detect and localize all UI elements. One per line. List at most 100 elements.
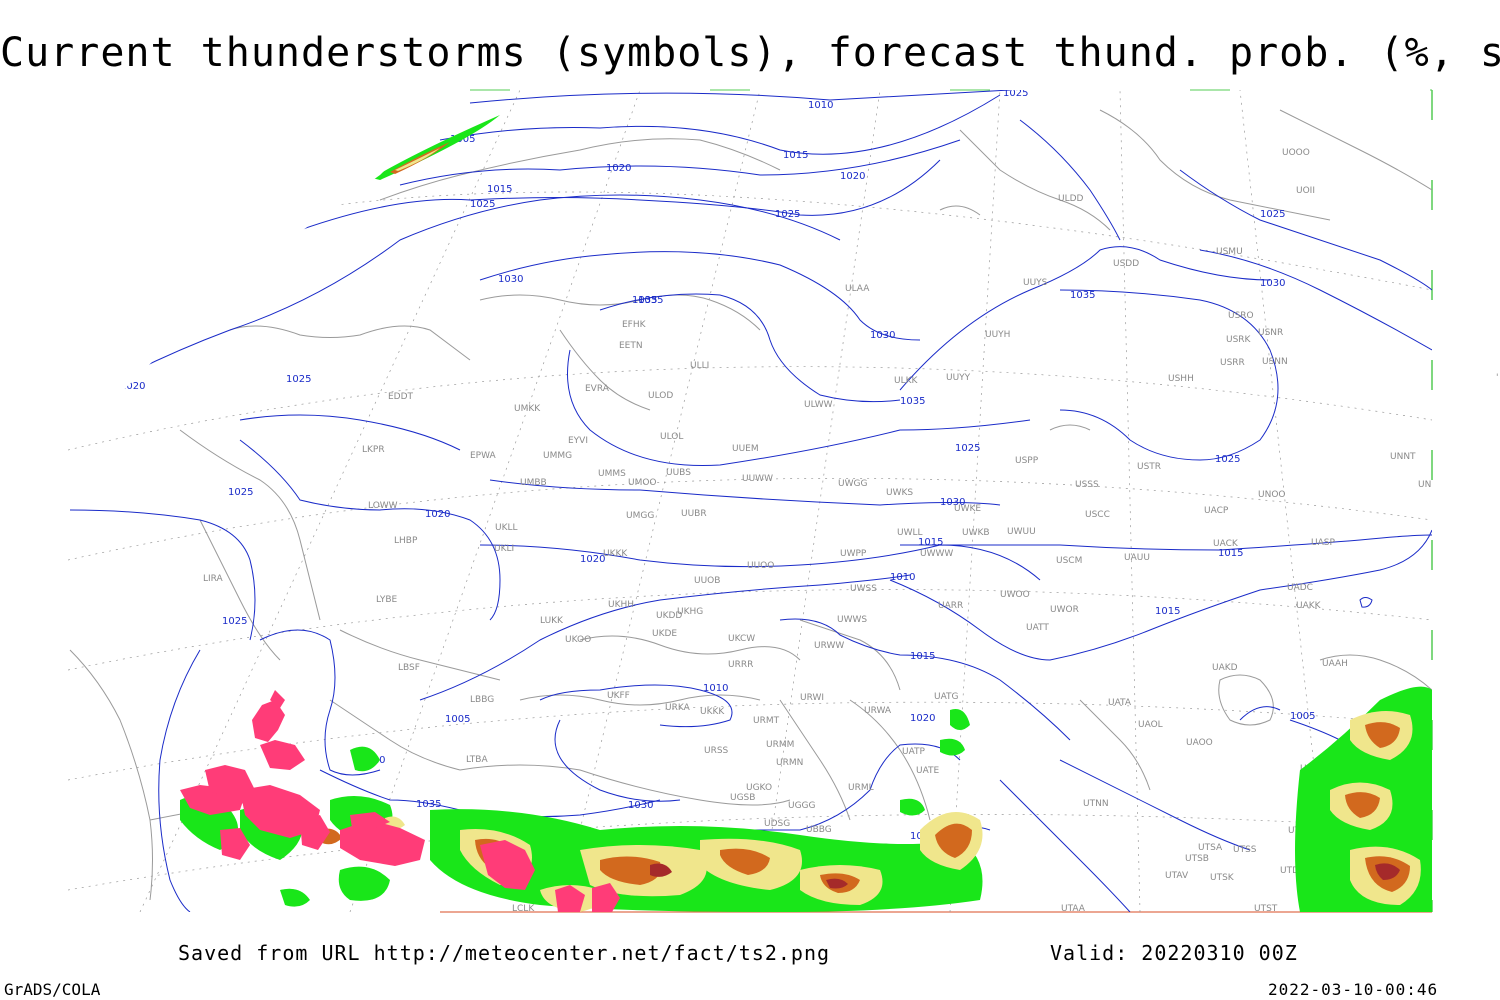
station-id-label: UTSS xyxy=(1233,845,1257,855)
isobar-label: 1020 xyxy=(840,171,865,182)
station-id-label: LYBE xyxy=(376,595,397,605)
station-id-label: UTSA xyxy=(1198,843,1223,853)
station-id-label: UMMS xyxy=(598,469,626,479)
station-id-label: EDDT xyxy=(388,392,414,402)
chart-title: Current thunderstorms (symbols), forecas… xyxy=(0,30,1500,76)
station-id-label: USNR xyxy=(1258,328,1283,338)
station-id-label: UAKD xyxy=(1212,663,1238,673)
station-id-label: UKHH xyxy=(608,600,634,610)
station-id-label: LIRA xyxy=(203,574,224,584)
station-id-label: UGGG xyxy=(788,801,816,811)
station-id-label: UWSS xyxy=(850,584,877,594)
station-id-label: UMBB xyxy=(520,478,547,488)
station-id-label: EVRA xyxy=(585,384,610,394)
isobar-label: 1025 xyxy=(955,443,980,454)
station-id-label: USSS xyxy=(1075,480,1099,490)
isobar-label: 1025 xyxy=(470,199,495,210)
station-id-label: UMKK xyxy=(514,404,541,414)
station-id-label: URRR xyxy=(728,660,753,670)
station-id-label: URKA xyxy=(665,703,691,713)
station-id-label: UATT xyxy=(1026,623,1049,633)
station-id-label: UTSK xyxy=(1210,873,1235,883)
station-id-label: USHH xyxy=(1168,374,1194,384)
station-id-label: UWOR xyxy=(1050,605,1079,615)
station-id-label: UTST xyxy=(1254,904,1278,914)
isobar-label: 1015 xyxy=(487,184,512,195)
thunderstorm-symbols xyxy=(180,690,620,912)
station-id-label: UGKO xyxy=(746,783,772,793)
station-id-label: URML xyxy=(848,783,874,793)
isobar-label: 1010 xyxy=(890,572,915,583)
station-id-label: UMGG xyxy=(626,511,654,521)
station-id-label: UAAH xyxy=(1322,659,1348,669)
station-id-label: UKDE xyxy=(652,629,677,639)
station-id-label: URSS xyxy=(704,746,729,756)
isobar-label: 1020 xyxy=(580,554,605,565)
isobar-label: 1035 xyxy=(1070,290,1095,301)
station-id-label: EYVI xyxy=(568,436,588,446)
station-id-label: UMOO xyxy=(628,478,657,488)
isobar-label: 1030 xyxy=(870,330,895,341)
station-id-label: URMN xyxy=(776,758,803,768)
station-id-label: UACK xyxy=(1213,539,1239,549)
station-id-label: UWGG xyxy=(838,479,867,489)
station-id-label: URMT xyxy=(753,716,780,726)
station-id-label: UUYY xyxy=(946,373,971,383)
station-id-label: UKDD xyxy=(656,611,682,621)
station-id-label: UARR xyxy=(938,601,963,611)
isobar-label: 1035 xyxy=(638,295,663,306)
isobar-label: 1020 xyxy=(910,713,935,724)
isobar-label: 1020 xyxy=(425,509,450,520)
isobar-label: 1015 xyxy=(918,537,943,548)
valid-time-label: Valid: 20220310 00Z xyxy=(1050,941,1298,965)
station-id-label: ULLI xyxy=(690,361,709,371)
station-id-label: URMM xyxy=(766,740,794,750)
generation-timestamp: 2022-03-10-00:46 xyxy=(1268,980,1439,999)
station-id-label: UKCW xyxy=(728,634,755,644)
isobar-label: 1030 xyxy=(940,497,965,508)
station-id-label: UATG xyxy=(934,692,959,702)
station-id-label: UATP xyxy=(902,747,926,757)
station-id-label: USRO xyxy=(1228,311,1254,321)
station-id-label: UTAA xyxy=(1061,904,1086,914)
station-id-label: UTDD xyxy=(1280,866,1306,876)
station-id-label: LBSF xyxy=(398,663,420,673)
station-id-label: UUBS xyxy=(666,468,691,478)
isobar-label: 1005 xyxy=(1290,711,1315,722)
isobar-label: 1030 xyxy=(628,800,653,811)
station-id-label: ULWW xyxy=(804,400,833,410)
station-id-label: LKPR xyxy=(362,445,385,455)
station-id-label: ULAA xyxy=(845,284,870,294)
station-id-label: ULOD xyxy=(648,391,673,401)
station-id-label: UNNT xyxy=(1390,452,1416,462)
isobar-label: 1025 xyxy=(222,616,247,627)
station-id-label: ULOL xyxy=(660,432,683,442)
station-id-label: UUOB xyxy=(694,576,720,586)
station-id-label: USRK xyxy=(1226,335,1252,345)
station-id-label: URWI xyxy=(800,693,824,703)
isobar-label: 1020 xyxy=(120,381,145,392)
station-id-label: UATA xyxy=(1108,698,1132,708)
station-id-label: USPP xyxy=(1015,456,1039,466)
isobar-label: 1005 xyxy=(445,714,470,725)
station-id-label: UWWW xyxy=(920,549,953,559)
software-credit: GrADS/COLA xyxy=(4,980,101,999)
isobar-label: 1025 xyxy=(1003,88,1028,99)
station-id-label: UKLI xyxy=(494,544,514,554)
station-id-label: UKOO xyxy=(565,635,591,645)
station-id-label: UKHG xyxy=(677,607,703,617)
station-id-label: UWUU xyxy=(1007,527,1036,537)
station-id-label: LOWW xyxy=(368,501,398,511)
station-id-label: UKKK xyxy=(603,549,628,559)
station-id-label: UWOO xyxy=(1000,590,1030,600)
station-id-label: UAKK xyxy=(1296,601,1322,611)
isobar-label: 1015 xyxy=(783,150,808,161)
station-id-label: UBBG xyxy=(806,825,832,835)
station-id-label: UTAV xyxy=(1165,871,1189,881)
station-id-label: UUYH xyxy=(985,330,1010,340)
isobar-label: 1025 xyxy=(1260,209,1285,220)
isobar-label: 1010 xyxy=(703,683,728,694)
station-id-label: UWKB xyxy=(962,528,990,538)
station-id-label: UUYS xyxy=(1023,278,1048,288)
